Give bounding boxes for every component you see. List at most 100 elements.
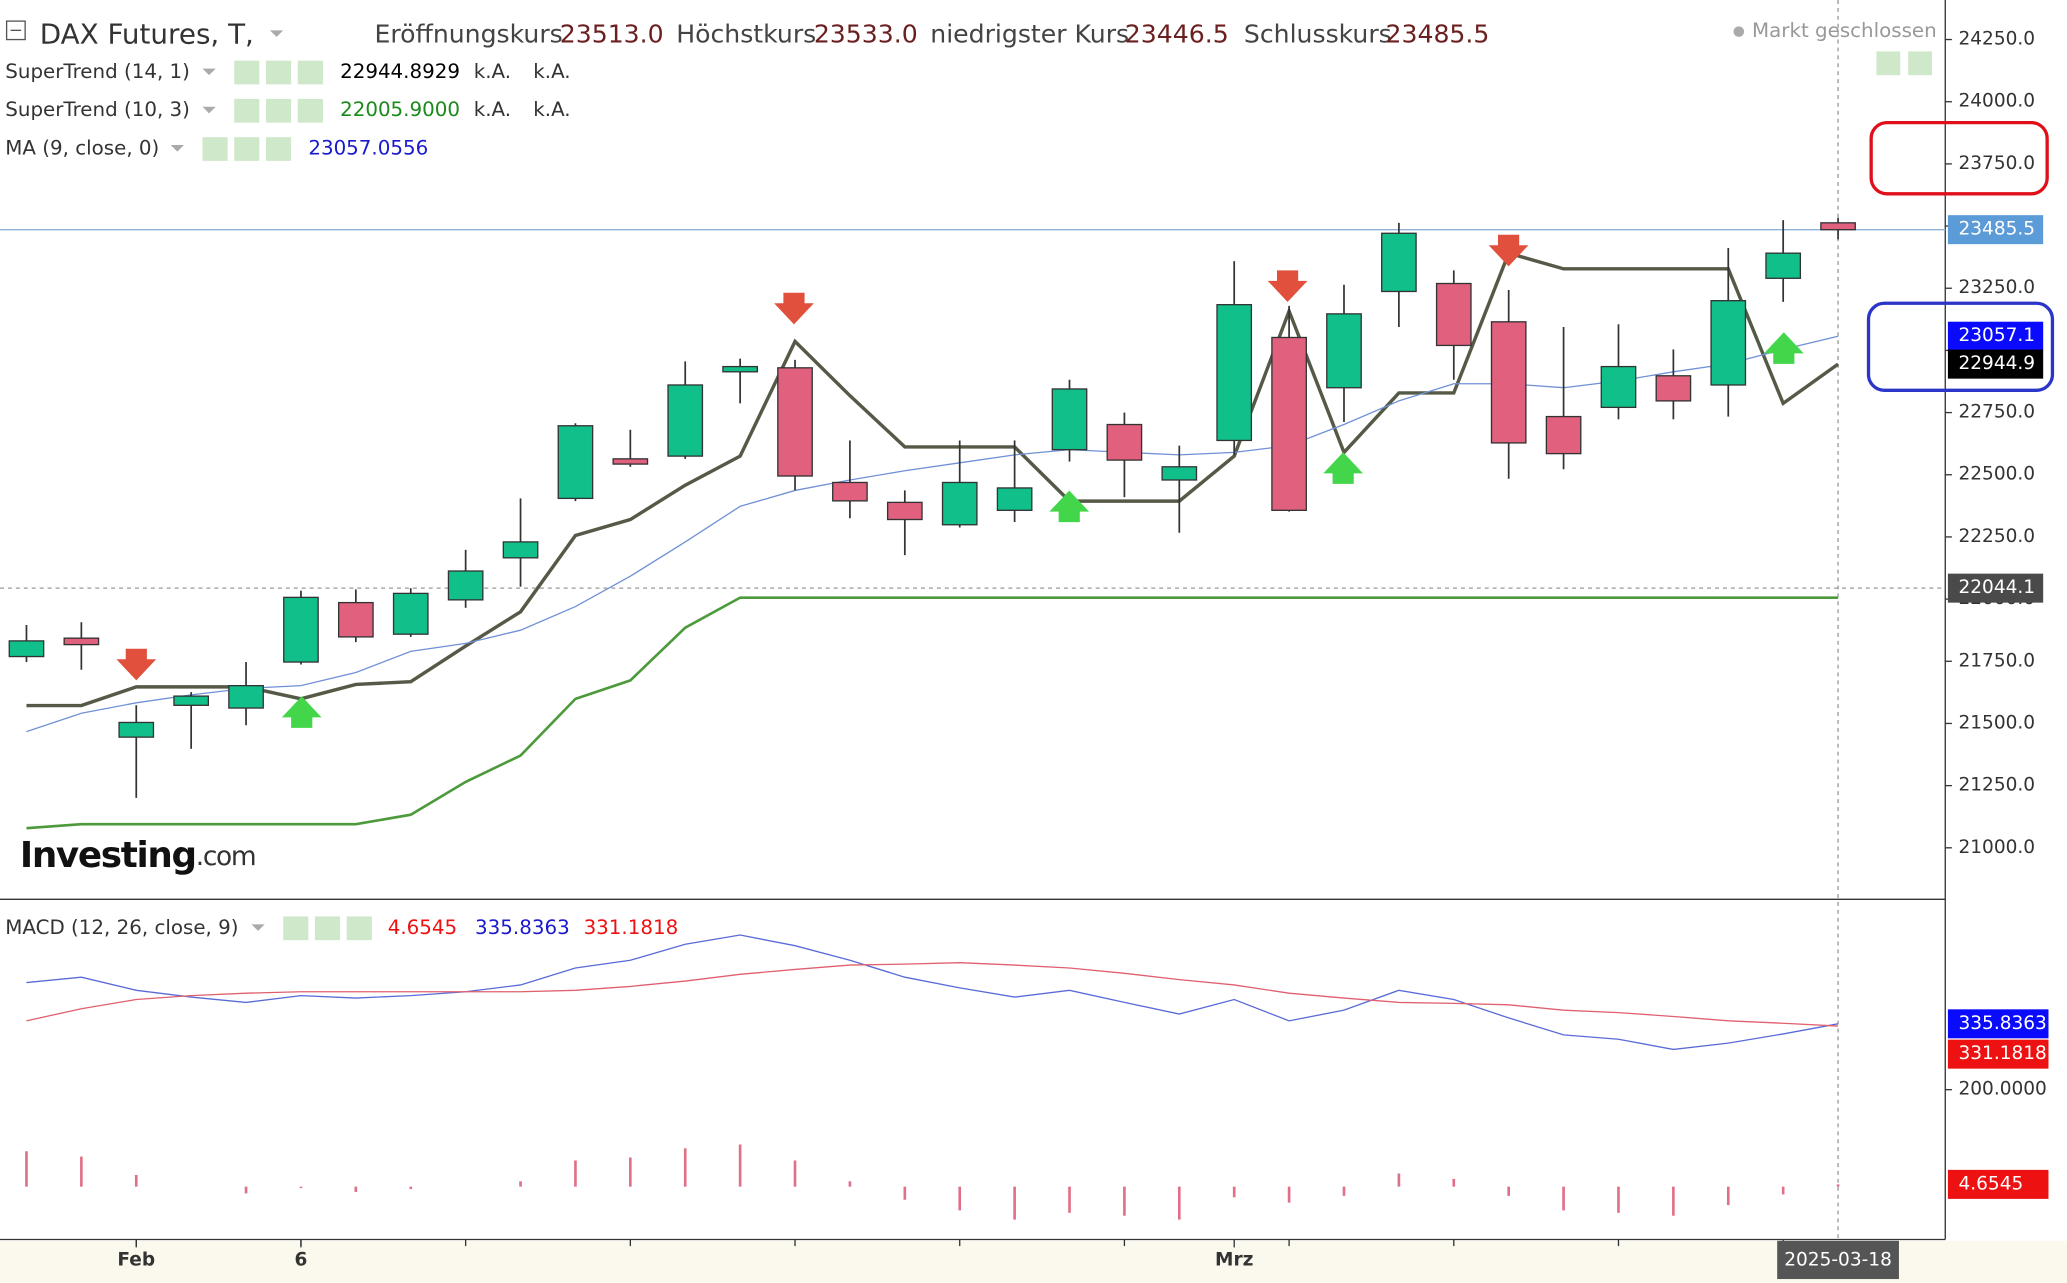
sell-signal (1488, 234, 1529, 267)
candle-body (63, 637, 100, 646)
buy-signal (1763, 332, 1804, 364)
candle-body (1326, 313, 1362, 389)
macd-badge (1947, 1169, 2049, 1199)
legend-label: SuperTrend (14, 1) (5, 60, 190, 83)
candle-body (447, 570, 484, 601)
candle-body (1600, 365, 1637, 409)
price-badge (1947, 573, 2044, 603)
legend-extra: k.A. (474, 98, 511, 121)
x-tick-label: Mrz (1215, 1250, 1253, 1271)
candle-body (173, 695, 210, 706)
candle-body (118, 721, 155, 738)
candle-body (8, 640, 45, 658)
legend-icon[interactable] (265, 137, 292, 161)
stat-label: niedrigster Kurs (930, 20, 1129, 49)
price-badge-label: 22044.1 (1958, 577, 2035, 598)
y-tick-label: 24000.0 (1958, 91, 2035, 112)
candle-body (502, 541, 539, 559)
legend-icon[interactable] (234, 98, 260, 123)
price-badge-label: 23057.1 (1958, 325, 2035, 346)
buy-signal (281, 696, 322, 728)
legend-icon[interactable] (234, 137, 260, 161)
y-tick-label: 21750.0 (1958, 650, 2035, 671)
candle-body (1435, 282, 1472, 347)
scroll-button[interactable] (1876, 51, 1901, 76)
stat-label: Höchstkurs (676, 20, 816, 49)
y-tick-label: 21500.0 (1958, 712, 2035, 733)
x-axis-band (0, 1240, 2067, 1283)
y-tick-label: 200.0000 (1958, 1079, 2046, 1100)
chart-title: DAX Futures, T, (40, 18, 254, 51)
overlay-line (26, 251, 1840, 708)
macd-badge (1947, 1009, 2049, 1039)
candle-body (283, 596, 319, 663)
dropdown[interactable] (202, 68, 216, 76)
price-badge-label: 23485.5 (1958, 219, 2035, 240)
legend-icon[interactable] (265, 60, 292, 85)
date-badge-label: 2025-03-18 (1784, 1250, 1892, 1271)
collapse-box[interactable] (5, 20, 26, 41)
overlay-line (26, 596, 1839, 830)
scroll-button[interactable] (1908, 51, 1933, 76)
legend-value: 22944.8929 (340, 60, 460, 83)
stat-label: Schlusskurs (1244, 20, 1392, 49)
legend-icon[interactable] (265, 98, 292, 123)
candle-body (557, 425, 594, 500)
y-tick-label: 24250.0 (1958, 29, 2035, 50)
candle-body (1710, 300, 1747, 386)
candle-body (1271, 336, 1307, 511)
candle-body (777, 367, 813, 477)
logo: Investing.com (20, 835, 256, 876)
stat-value: 23485.5 (1385, 20, 1489, 49)
macd-badge (1947, 1039, 2049, 1069)
candle-body (1490, 321, 1527, 444)
macd-badge-label: 335.8363 (1958, 1013, 2046, 1034)
candle-body (667, 384, 704, 457)
stat-value: 23446.5 (1125, 20, 1229, 49)
dropdown[interactable] (251, 924, 265, 931)
dropdown[interactable] (269, 30, 284, 37)
candle-body (1765, 252, 1802, 279)
legend-icon[interactable] (297, 60, 323, 85)
legend-icon[interactable] (202, 137, 228, 161)
macd-badge-label: 4.6545 (1958, 1173, 2023, 1194)
legend-label: MA (9, close, 0) (5, 137, 159, 160)
dropdown[interactable] (170, 145, 184, 152)
dropdown[interactable] (202, 106, 216, 114)
candle-body (1545, 415, 1582, 455)
macd-line (26, 934, 1839, 1051)
highlight-box (1869, 120, 2049, 196)
x-tick-label: Feb (117, 1250, 155, 1271)
sell-signal (116, 648, 157, 681)
buy-signal (1049, 490, 1090, 523)
candle-body (832, 481, 868, 502)
candle-body (1820, 222, 1856, 231)
legend-extra: k.A. (474, 60, 511, 83)
legend-value: 22005.9000 (340, 98, 460, 121)
candle-body (1381, 232, 1417, 293)
price-badge (1947, 349, 2044, 379)
legend-icon[interactable] (297, 98, 323, 123)
y-tick-label: 23750.0 (1958, 153, 2035, 174)
macd-badge-label: 331.1818 (1958, 1043, 2046, 1064)
candle-body (1051, 388, 1088, 451)
y-tick-label: 21000.0 (1958, 837, 2035, 858)
candle-body (228, 684, 264, 709)
legend-icon[interactable] (234, 60, 260, 85)
y-tick-label: 22250.0 (1958, 526, 2035, 547)
status-dot (1733, 26, 1745, 37)
candle-body (1655, 375, 1692, 402)
legend-icon[interactable] (314, 916, 341, 941)
legend-value: 331.1818 (584, 916, 679, 939)
candle-body (722, 365, 758, 373)
legend-icon[interactable] (283, 916, 309, 941)
price-badge (1947, 321, 2044, 351)
legend-icon[interactable] (346, 916, 372, 941)
legend-value: 335.8363 (475, 916, 570, 939)
price-badge (1947, 215, 2044, 245)
overlay-line (26, 335, 1839, 733)
candle-body (392, 592, 429, 635)
stat-value: 23533.0 (814, 20, 918, 49)
date-badge (1777, 1240, 1899, 1280)
